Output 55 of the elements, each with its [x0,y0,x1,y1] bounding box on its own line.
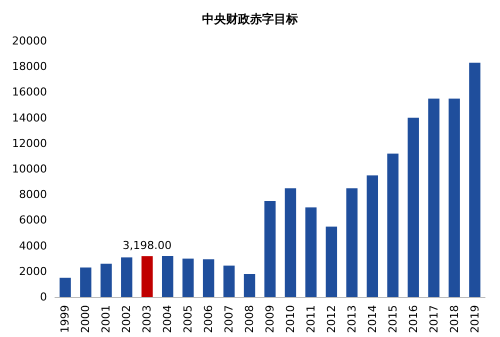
data-label: 3,198.00 [122,239,172,252]
x-tick-label: 2011 [304,305,318,333]
x-tick-label: 2010 [284,305,297,333]
bar [469,62,480,297]
bar [80,268,92,297]
bar [100,264,112,297]
bar [448,98,460,297]
x-tick-label: 2012 [324,305,338,333]
x-tick-label: 2007 [222,305,236,333]
x-tick-label: 1999 [58,305,72,333]
bar [223,266,235,297]
bar [305,207,317,297]
bar [182,258,194,297]
y-tick-label: 16000 [12,86,47,99]
bar [408,118,419,297]
x-tick-label: 2019 [468,305,482,333]
x-tick-label: 2018 [448,305,461,333]
x-tick-label: 2001 [100,305,113,333]
bar [428,98,440,297]
y-tick-label: 4000 [19,239,47,252]
y-tick-label: 12000 [12,136,47,150]
bar [244,274,256,297]
y-tick-label: 18000 [12,60,47,74]
y-tick-label: 6000 [19,214,47,227]
x-tick-label: 2017 [427,305,440,333]
chart-title: 中央财政赤字目标 [202,12,298,26]
bar [121,257,132,297]
bar [142,256,153,297]
x-tick-label: 2014 [366,305,379,333]
bar [264,201,276,297]
y-tick-label: 2000 [19,264,47,278]
bar [366,175,378,297]
x-tick-label: 2013 [345,305,358,333]
y-tick-label: 14000 [12,111,47,124]
bar [202,259,214,297]
bar [387,154,398,297]
y-tick-label: 8000 [19,188,47,202]
x-tick-label: 2003 [140,305,154,333]
y-tick-label: 20000 [12,34,47,48]
bar [162,256,174,297]
bar [60,278,71,297]
y-tick-label: 0 [40,290,47,304]
x-tick-label: 2009 [264,305,276,333]
bar [326,226,338,297]
x-tick-label: 2016 [406,305,420,333]
x-tick-label: 2015 [386,305,400,333]
x-tick-label: 2000 [79,305,92,333]
x-tick-label: 2004 [161,305,174,333]
x-tick-label: 2005 [182,305,195,333]
bar [346,188,358,297]
x-tick-label: 2002 [120,305,134,333]
bar [284,188,296,297]
x-tick-label: 2006 [202,305,216,333]
y-tick-label: 10000 [12,162,47,176]
x-tick-label: 2008 [243,305,256,333]
